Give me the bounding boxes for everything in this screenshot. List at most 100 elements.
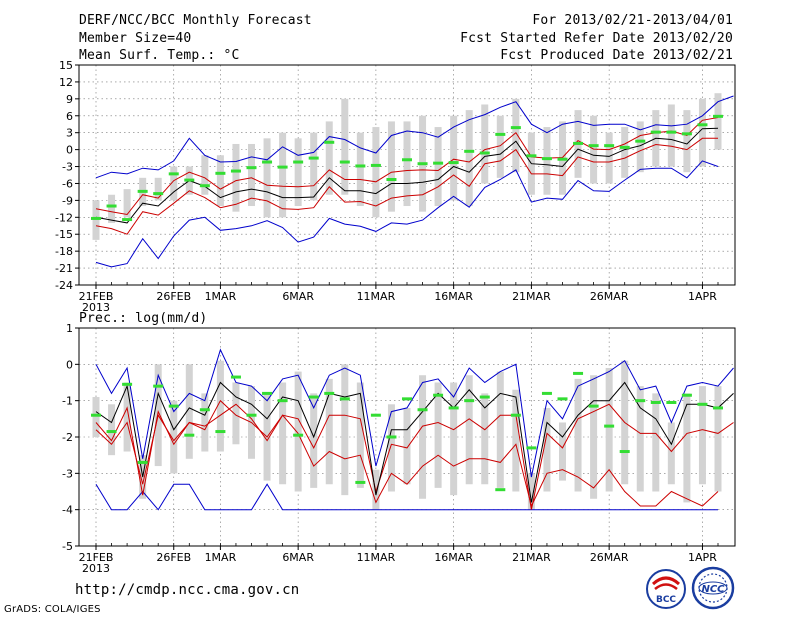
started-refer-date-label: Fcst Started Refer Date 2013/02/20 (460, 31, 733, 46)
observed-marker (386, 435, 397, 439)
observed-marker (666, 400, 677, 404)
observed-marker (91, 216, 101, 220)
spread-bar (356, 132, 364, 207)
x-tick-label: 16MAR (434, 290, 473, 303)
spread-bar (248, 143, 255, 207)
observed-marker (635, 399, 646, 403)
bcc-logo-text: BCC (656, 595, 676, 605)
observed-marker (526, 154, 537, 158)
observed-marker (277, 399, 288, 403)
spread-bar (154, 177, 162, 201)
spread-bar (714, 93, 722, 150)
lower-quartile-line (95, 137, 718, 235)
observed-marker (386, 178, 397, 182)
y-tick-label: -3 (62, 467, 73, 480)
spread-bar (465, 110, 473, 207)
observed-marker (635, 139, 646, 143)
observed-marker (619, 145, 630, 149)
observed-marker (588, 404, 599, 408)
observed-marker (370, 413, 381, 417)
observed-marker (106, 430, 117, 434)
observed-marker (510, 413, 521, 417)
lower-quartile-line (95, 403, 719, 508)
spread-bar (123, 382, 131, 452)
spread-bar (434, 127, 442, 207)
y-tick-label: 3 (66, 127, 73, 140)
observed-marker (681, 132, 692, 136)
spread-bar (263, 138, 271, 218)
observed-marker (153, 384, 164, 388)
spread-bar (310, 132, 318, 201)
spread-bar (481, 104, 489, 184)
spread-bar (279, 382, 287, 485)
spread-bar (201, 155, 209, 195)
x-tick-label: 21FEB (79, 551, 114, 564)
ensemble-max-line (95, 95, 734, 179)
spread-bar (216, 155, 224, 207)
observed-marker (106, 204, 117, 208)
observed-marker (246, 413, 257, 417)
spread-bar (714, 386, 722, 492)
observed-marker (697, 123, 708, 127)
y-tick-label: 1 (66, 322, 73, 335)
ensemble-min-line (95, 483, 718, 511)
spread-bar (92, 200, 100, 240)
observed-marker (184, 433, 195, 437)
x-tick-label: 21MAR (512, 290, 551, 303)
observed-marker (619, 450, 630, 454)
spread-bar (465, 375, 473, 485)
spread-bar (636, 386, 644, 492)
produced-date-label: Fcst Produced Date 2013/02/21 (500, 48, 733, 63)
observed-marker (230, 375, 241, 379)
spread-bar (294, 371, 302, 492)
spread-bar (279, 132, 287, 218)
spread-bar (419, 375, 427, 499)
x-tick-label: 26FEB (156, 290, 191, 303)
observed-marker (495, 488, 506, 492)
x-tick-label: 1APR (688, 290, 717, 303)
observed-marker (184, 178, 195, 182)
spread-bar (481, 393, 489, 485)
y-tick-label: -2 (62, 431, 73, 444)
x-tick-label: 1APR (688, 551, 717, 564)
x-tick-label: 6MAR (282, 290, 314, 303)
spread-bar (170, 400, 178, 474)
spread-bar (387, 121, 395, 212)
forecast-period-label: For 2013/02/21-2013/04/01 (532, 13, 733, 28)
observed-marker (122, 218, 133, 222)
y-tick-label: 15 (59, 59, 73, 72)
observed-marker (448, 406, 459, 410)
x-tick-label: 1MAR (205, 551, 237, 564)
spread-bar (605, 132, 613, 184)
ensemble-max-line (95, 348, 734, 478)
ensemble-mean-line (95, 127, 719, 224)
y-tick-label: -12 (55, 211, 73, 224)
spread-bar (341, 364, 349, 496)
upper-quartile-line (95, 399, 734, 510)
observed-marker (681, 393, 692, 397)
spread-bar (403, 407, 411, 485)
observed-marker (557, 397, 568, 401)
spread-bar (170, 166, 178, 201)
observed-marker (355, 164, 366, 168)
variable-label: Mean Surf. Temp.: °C (79, 48, 240, 63)
spread-bar (185, 364, 193, 459)
spread-bar (605, 367, 613, 492)
observed-marker (246, 166, 257, 170)
observed-marker (308, 156, 319, 160)
spread-bar (325, 378, 333, 485)
observed-marker (293, 160, 304, 164)
observed-marker (230, 169, 241, 173)
spread-bar (232, 382, 240, 445)
observed-marker (479, 395, 490, 399)
x-tick-label: 26MAR (590, 551, 629, 564)
observed-marker (464, 399, 475, 403)
spread-bar (590, 375, 598, 499)
observed-marker (464, 149, 475, 153)
observed-marker (215, 430, 226, 434)
observed-marker (355, 480, 366, 484)
y-tick-label: 12 (59, 76, 73, 89)
observed-marker (277, 165, 288, 169)
x-tick-label: 11MAR (357, 551, 396, 564)
